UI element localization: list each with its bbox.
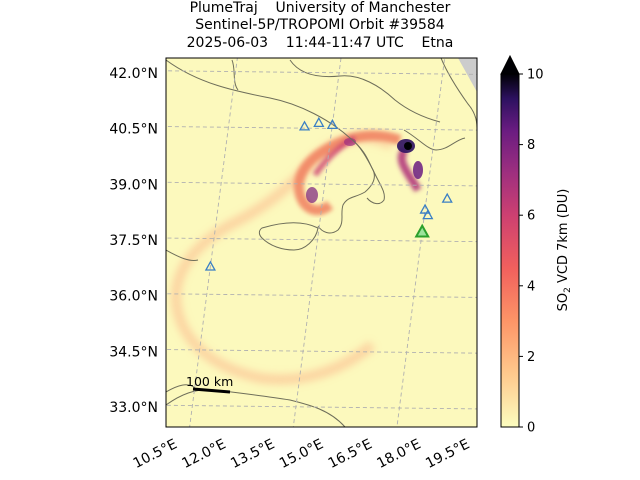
colorbar-extend-arrow <box>500 54 520 75</box>
volcano-marker <box>422 209 434 220</box>
volcano-marker <box>441 192 453 203</box>
lon-tick-label: 10.5°E <box>131 436 180 472</box>
lat-tick-label: 34.5°N <box>109 344 158 360</box>
graticule <box>166 39 640 447</box>
volcano-marker <box>298 120 311 131</box>
coastlines <box>166 58 477 427</box>
lon-tick-label: 19.5°E <box>423 436 472 472</box>
lon-gridline <box>292 58 342 427</box>
lon-gridline <box>602 39 640 447</box>
lon-axis: 10.5°E 12.0°E 13.5°E 15.0°E 16.5°E 18.0°E 19.5… <box>131 436 473 472</box>
lon-tick-label: 13.5°E <box>228 436 277 472</box>
title-line-3: 2025-06-03 11:44-11:47 UTC Etna <box>186 35 454 51</box>
nodata-region <box>458 58 477 92</box>
colorbar-label: SO2 VCD 7km (DU) <box>556 189 573 312</box>
lon-gridline <box>189 58 238 427</box>
title-line-2: Sentinel-5P/TROPOMI Orbit #39584 <box>195 17 445 33</box>
map-frame <box>165 57 478 428</box>
volcano-marker <box>313 116 325 127</box>
lat-tick-label: 42.0°N <box>109 66 158 82</box>
lat-tick-label: 39.0°N <box>109 177 158 193</box>
colorbar-tick-label: 2 <box>527 350 535 365</box>
lat-tick-label: 37.5°N <box>109 233 158 249</box>
scale-bar-label: 100 km <box>186 374 233 389</box>
colorbar-tick-label: 4 <box>527 279 535 294</box>
target-volcano-marker <box>414 223 430 238</box>
title-line-1: PlumeTraj University of Manchester <box>189 0 451 16</box>
colorbar-gradient <box>500 73 520 428</box>
lat-axis: 42.0°N 40.5°N 39.0°N 37.5°N 36.0°N 34.5°N 33.0… <box>109 66 158 416</box>
scale-bar: 100 km <box>186 374 233 394</box>
lon-tick-label: 12.0°E <box>179 436 228 472</box>
colorbar: 0 2 4 6 8 10 SO2 VCD 7km (DU) <box>500 54 573 436</box>
volcano-marker <box>419 203 431 214</box>
volcano-marker <box>326 118 338 130</box>
lon-tick-label: 18.0°E <box>374 436 423 472</box>
colorbar-tick-label: 0 <box>527 421 535 436</box>
lon-tick-label: 16.5°E <box>326 436 375 472</box>
colorbar-tick-label: 8 <box>527 138 535 153</box>
lon-tick-label: 15.0°E <box>277 436 326 472</box>
so2-plume <box>170 130 423 385</box>
colorbar-tick-label: 6 <box>527 209 535 224</box>
colorbar-tick-label: 10 <box>527 68 544 83</box>
lat-tick-label: 36.0°N <box>109 289 158 305</box>
lon-gridline <box>396 58 446 427</box>
lat-tick-label: 40.5°N <box>109 122 158 138</box>
lat-tick-label: 33.0°N <box>109 400 158 416</box>
volcano-marker <box>204 260 217 271</box>
volcano-markers <box>204 116 453 271</box>
